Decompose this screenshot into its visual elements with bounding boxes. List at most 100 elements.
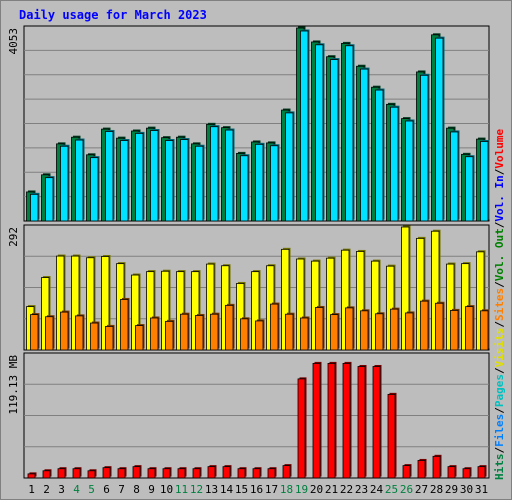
y-axis-max-label: 119.13 MB <box>7 355 20 415</box>
bar-files-21 <box>330 59 339 222</box>
bar-volume-14 <box>222 466 231 479</box>
bar-files-28 <box>435 37 444 222</box>
bar-volume-18 <box>282 465 291 479</box>
bar-volume-12 <box>192 468 201 479</box>
bar-files-2 <box>45 177 54 222</box>
x-tick-label: 13 <box>205 483 218 496</box>
x-tick-label: 21 <box>325 483 338 496</box>
legend-entry: Files <box>493 414 506 447</box>
bar-sites-28 <box>435 302 444 351</box>
bar-files-24 <box>375 89 384 222</box>
bar-volume-26 <box>402 465 411 479</box>
x-tick-label: 4 <box>73 483 80 496</box>
bar-files-11 <box>180 139 189 222</box>
bar-files-5 <box>90 157 99 222</box>
x-tick-label: 11 <box>175 483 188 496</box>
bar-files-13 <box>210 126 219 222</box>
x-tick-label: 6 <box>103 483 110 496</box>
legend-entry: Hits <box>493 454 506 481</box>
x-tick-label: 25 <box>385 483 398 496</box>
legend-entry: Vol. Out <box>493 228 506 281</box>
bar-volume-3 <box>57 468 66 479</box>
bar-files-7 <box>120 140 129 222</box>
bar-files-18 <box>285 112 294 222</box>
x-tick-label: 2 <box>43 483 50 496</box>
bar-sites-30 <box>465 306 474 351</box>
bar-volume-16 <box>252 468 261 479</box>
bar-files-20 <box>315 44 324 222</box>
bar-files-9 <box>150 130 159 222</box>
bar-sites-18 <box>285 313 294 351</box>
bar-volume-4 <box>72 468 81 479</box>
bar-sites-9 <box>150 317 159 351</box>
bar-volume-27 <box>417 460 426 479</box>
bar-sites-14 <box>225 304 234 351</box>
x-tick-label: 5 <box>88 483 95 496</box>
bar-files-16 <box>255 143 264 222</box>
bar-sites-24 <box>375 313 384 351</box>
bar-volume-6 <box>102 467 111 479</box>
bar-files-12 <box>195 145 204 222</box>
bar-volume-21 <box>327 362 336 479</box>
legend-entry: Vol. In <box>493 175 506 221</box>
bar-files-4 <box>75 139 84 222</box>
bar-sites-27 <box>420 300 429 351</box>
x-tick-label: 27 <box>415 483 428 496</box>
x-tick-label: 12 <box>190 483 203 496</box>
bar-sites-29 <box>450 310 459 351</box>
x-tick-label: 20 <box>310 483 323 496</box>
bar-sites-3 <box>60 311 69 351</box>
bar-sites-12 <box>195 315 204 351</box>
x-tick-label: 15 <box>235 483 248 496</box>
legend-entry: / <box>493 367 506 374</box>
x-tick-label: 26 <box>400 483 413 496</box>
bar-sites-6 <box>105 326 114 351</box>
bar-sites-20 <box>315 307 324 351</box>
bar-volume-19 <box>297 378 306 479</box>
y-axis-max-label: 4053 <box>7 28 20 55</box>
bar-files-8 <box>135 132 144 222</box>
bar-sites-26 <box>405 312 414 351</box>
x-tick-label: 30 <box>460 483 473 496</box>
bar-volume-17 <box>267 468 276 479</box>
x-tick-label: 24 <box>370 483 384 496</box>
bar-files-31 <box>480 141 489 222</box>
x-tick-label: 23 <box>355 483 368 496</box>
bar-files-30 <box>465 156 474 222</box>
bar-files-25 <box>390 106 399 222</box>
legend-entry: / <box>493 407 506 414</box>
y-axis-max-label: 292 <box>7 227 20 247</box>
x-tick-label: 1 <box>28 483 35 496</box>
bar-volume-31 <box>477 466 486 479</box>
x-tick-label: 18 <box>280 483 293 496</box>
legend-entry: Sites <box>493 288 506 321</box>
bar-sites-31 <box>480 310 489 351</box>
panel-volume: 119.13 MB <box>7 352 490 479</box>
bar-volume-9 <box>147 468 156 479</box>
bar-files-26 <box>405 120 414 222</box>
bar-sites-7 <box>120 299 129 351</box>
bar-volume-2 <box>42 470 51 479</box>
x-tick-label: 22 <box>340 483 353 496</box>
bar-volume-13 <box>207 466 216 479</box>
bar-volume-29 <box>447 466 456 479</box>
x-tick-label: 9 <box>148 483 155 496</box>
bar-sites-16 <box>255 320 264 351</box>
x-tick-label: 7 <box>118 483 125 496</box>
bar-sites-11 <box>180 313 189 351</box>
legend-entry: Pages <box>493 374 506 407</box>
panel-hits-files: 4053 <box>7 25 490 222</box>
x-tick-label: 29 <box>445 483 458 496</box>
bar-sites-15 <box>240 318 249 351</box>
legend-entry: / <box>493 447 506 454</box>
bar-volume-24 <box>372 366 381 479</box>
bar-volume-11 <box>177 468 186 479</box>
bar-volume-7 <box>117 468 126 479</box>
x-tick-label: 10 <box>160 483 173 496</box>
bar-files-23 <box>360 68 369 222</box>
bar-volume-23 <box>357 366 366 479</box>
bar-sites-22 <box>345 307 354 351</box>
bar-sites-2 <box>45 316 54 351</box>
legend-entry: / <box>493 281 506 288</box>
legend-entry: Volume <box>493 129 506 169</box>
